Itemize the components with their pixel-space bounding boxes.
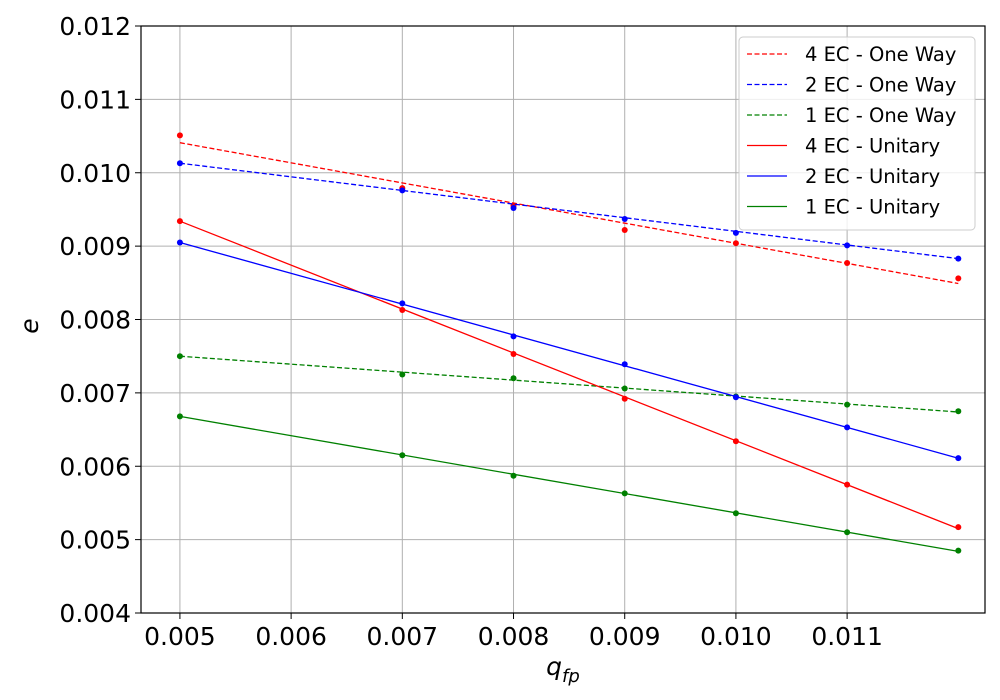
y-tick-label: 0.004 [59,599,131,628]
data-point [955,275,962,282]
legend-label: 1 EC - Unitary [805,196,940,219]
data-point [844,529,851,536]
data-point [844,242,851,249]
data-point [732,229,739,236]
series-line [179,415,959,553]
data-point [732,240,739,247]
data-point [844,401,851,408]
data-point [399,300,406,307]
series-line [179,162,959,260]
data-point [176,132,183,139]
data-point [399,371,406,378]
x-axis-label-main: q [546,652,562,681]
y-tick-label: 0.008 [59,306,131,335]
series-2-ec-unitary [176,239,962,462]
data-point [844,424,851,431]
data-point [176,413,183,420]
data-point [510,350,517,357]
legend-label: 2 EC - One Way [805,74,956,97]
series-line [179,142,959,285]
data-point [621,226,628,233]
data-point [510,375,517,382]
x-tick-label: 0.011 [811,622,883,651]
series-line [179,241,959,459]
data-point [510,472,517,479]
legend: 4 EC - One Way 2 EC - One Way 1 EC - One W… [738,36,976,231]
x-tick-label: 0.007 [367,622,439,651]
y-tick-label: 0.011 [59,85,131,114]
data-point [621,385,628,392]
data-point [176,353,183,360]
series-1-ec-unitary [176,413,962,554]
data-point [732,510,739,517]
data-point [510,333,517,340]
data-point [621,395,628,402]
series-2-ec-one-way [176,160,962,262]
legend-box [738,36,976,231]
data-point [732,438,739,445]
x-tick-label: 0.008 [478,622,550,651]
data-point [621,361,628,368]
data-point [955,408,962,415]
data-point [176,239,183,246]
y-tick-label: 0.005 [59,526,131,555]
x-axis-label: qfp [546,652,580,687]
legend-label: 4 EC - Unitary [805,135,940,158]
data-point [176,160,183,167]
data-point [844,260,851,267]
data-point [621,215,628,222]
y-tick-label: 0.009 [59,232,131,261]
y-tick-label: 0.006 [59,452,131,481]
legend-label: 2 EC - Unitary [805,165,940,188]
axes: 0.005 0.006 0.007 0.008 0.009 0.010 0.011 0.004… [59,12,882,651]
x-tick-label: 0.010 [700,622,772,651]
data-point [844,481,851,488]
y-tick-label: 0.010 [59,159,131,188]
data-point [399,187,406,194]
data-point [955,524,962,531]
data-point [955,455,962,462]
y-tick-label: 0.007 [59,379,131,408]
data-point [732,394,739,401]
legend-label: 4 EC - One Way [805,43,956,66]
data-point [955,547,962,554]
x-tick-label: 0.009 [589,622,661,651]
series-line [179,355,959,413]
series-4-ec-unitary [176,218,962,531]
data-point [399,306,406,313]
data-point [176,218,183,225]
series-line [179,220,959,530]
legend-label: 1 EC - One Way [805,104,956,127]
series-layer [176,132,962,554]
x-axis-label-subscript: fp [562,666,580,687]
data-point [399,452,406,459]
data-point [955,255,962,262]
x-tick-label: 0.006 [255,622,327,651]
data-point [510,204,517,211]
y-tick-label: 0.012 [59,12,131,41]
series-1-ec-one-way [176,353,962,415]
data-point [621,490,628,497]
y-axis-label: e [15,318,44,333]
x-tick-label: 0.005 [144,622,216,651]
